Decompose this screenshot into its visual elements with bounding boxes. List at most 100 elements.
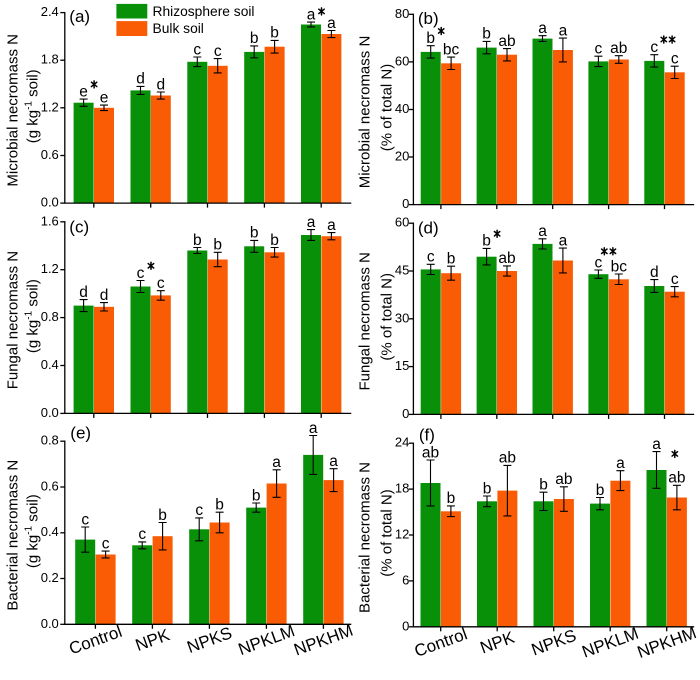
svg-text:24: 24 [395, 435, 409, 450]
svg-text:Microbial necromass N: Microbial necromass N [357, 36, 374, 189]
svg-text:(c): (c) [69, 217, 89, 236]
svg-text:0.4: 0.4 [41, 524, 59, 539]
svg-text:Microbial necromass N: Microbial necromass N [5, 34, 22, 187]
svg-text:c: c [157, 275, 165, 292]
svg-text:c: c [195, 502, 203, 519]
svg-text:b: b [215, 497, 224, 514]
svg-text:b: b [270, 232, 279, 249]
svg-text:Fungal necromass N: Fungal necromass N [5, 251, 22, 389]
svg-text:c: c [671, 271, 679, 288]
svg-text:a: a [327, 217, 336, 234]
svg-text:1.2: 1.2 [41, 261, 59, 276]
svg-text:b: b [193, 232, 202, 249]
svg-text:c: c [650, 39, 658, 56]
svg-text:30: 30 [395, 310, 409, 325]
svg-text:bc: bc [611, 258, 628, 275]
svg-text:a: a [307, 214, 316, 231]
svg-text:(g kg-1 soil): (g kg-1 soil) [24, 69, 42, 143]
svg-text:18: 18 [395, 481, 409, 496]
svg-text:c: c [595, 41, 603, 58]
svg-text:(g kg-1 soil): (g kg-1 soil) [24, 494, 42, 568]
svg-text:c: c [138, 526, 146, 543]
svg-text:0.8: 0.8 [41, 433, 59, 448]
svg-text:c: c [81, 511, 89, 528]
svg-text:d: d [156, 76, 165, 93]
svg-text:b: b [250, 30, 259, 47]
svg-text:ab: ab [555, 471, 572, 488]
svg-text:12: 12 [395, 527, 409, 542]
svg-text:e: e [79, 83, 88, 100]
svg-text:(a): (a) [69, 7, 90, 26]
svg-text:ab: ab [610, 40, 627, 57]
svg-text:b: b [447, 251, 456, 268]
svg-text:(e): (e) [70, 424, 91, 443]
svg-text:(b): (b) [418, 9, 439, 28]
svg-text:60: 60 [395, 215, 409, 230]
svg-text:a: a [309, 420, 318, 437]
svg-text:ab: ab [498, 250, 515, 267]
svg-text:(% of total N): (% of total N) [379, 489, 396, 577]
svg-text:e: e [100, 89, 109, 106]
svg-text:b: b [426, 30, 435, 47]
svg-text:0.0: 0.0 [41, 195, 59, 210]
svg-text:(d): (d) [418, 219, 439, 238]
svg-text:60: 60 [395, 53, 409, 68]
svg-text:a: a [538, 20, 547, 37]
svg-text:c: c [193, 41, 201, 58]
svg-text:b: b [447, 490, 456, 507]
svg-text:b: b [250, 225, 259, 242]
svg-text:0.0: 0.0 [41, 616, 59, 631]
svg-text:0.6: 0.6 [41, 479, 59, 494]
svg-text:Bacterial necromass N: Bacterial necromass N [5, 460, 22, 611]
svg-text:0: 0 [402, 618, 409, 633]
svg-text:0: 0 [402, 406, 409, 421]
svg-text:80: 80 [395, 6, 409, 21]
svg-text:ab: ab [668, 470, 685, 487]
svg-text:(% of total N): (% of total N) [379, 64, 396, 152]
svg-text:2.4: 2.4 [41, 4, 59, 19]
svg-text:a: a [652, 436, 661, 453]
svg-text:Rhizosphere soil: Rhizosphere soil [153, 4, 255, 19]
svg-text:ab: ab [499, 450, 516, 467]
svg-text:15: 15 [395, 358, 409, 373]
svg-text:b: b [270, 25, 279, 42]
svg-text:0: 0 [402, 196, 409, 211]
svg-text:a: a [329, 453, 338, 470]
svg-text:c: c [595, 254, 603, 271]
svg-text:b: b [213, 237, 222, 254]
svg-text:a: a [538, 223, 547, 240]
svg-text:d: d [79, 284, 88, 301]
svg-text:b: b [482, 233, 491, 250]
svg-text:a: a [616, 455, 625, 472]
svg-text:a: a [272, 454, 281, 471]
svg-text:d: d [136, 71, 145, 88]
svg-text:Bulk soil: Bulk soil [153, 21, 204, 36]
svg-text:a: a [327, 15, 336, 32]
svg-text:0.8: 0.8 [41, 309, 59, 324]
svg-text:ab: ab [498, 33, 515, 50]
svg-text:45: 45 [395, 263, 409, 278]
svg-text:c: c [214, 43, 222, 60]
svg-text:40: 40 [395, 101, 409, 116]
svg-text:1.6: 1.6 [41, 213, 59, 228]
svg-text:ab: ab [422, 444, 439, 461]
svg-text:b: b [482, 26, 491, 43]
svg-text:Bacterial necromass N: Bacterial necromass N [357, 462, 374, 613]
svg-text:1.2: 1.2 [41, 99, 59, 114]
svg-text:6: 6 [402, 572, 409, 587]
svg-text:c: c [671, 51, 679, 68]
svg-text:b: b [158, 507, 167, 524]
svg-text:d: d [100, 287, 109, 304]
svg-text:0.0: 0.0 [41, 405, 59, 420]
svg-text:b: b [539, 477, 548, 494]
svg-text:(% of total N): (% of total N) [379, 273, 396, 361]
svg-text:b: b [596, 482, 605, 499]
svg-text:0.4: 0.4 [41, 357, 59, 372]
svg-text:a: a [559, 232, 568, 249]
svg-text:0.6: 0.6 [41, 147, 59, 162]
svg-text:0.2: 0.2 [41, 570, 59, 585]
svg-text:20: 20 [395, 149, 409, 164]
svg-text:1.8: 1.8 [41, 52, 59, 67]
svg-text:c: c [102, 535, 110, 552]
svg-text:b: b [252, 487, 261, 504]
